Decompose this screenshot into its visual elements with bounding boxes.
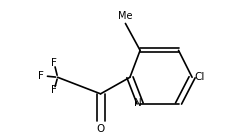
Text: F: F xyxy=(51,59,57,68)
Text: Cl: Cl xyxy=(194,72,204,82)
Text: N: N xyxy=(133,99,141,108)
Text: F: F xyxy=(51,85,57,95)
Text: O: O xyxy=(96,124,104,134)
Text: Me: Me xyxy=(118,11,132,21)
Text: F: F xyxy=(38,71,44,81)
